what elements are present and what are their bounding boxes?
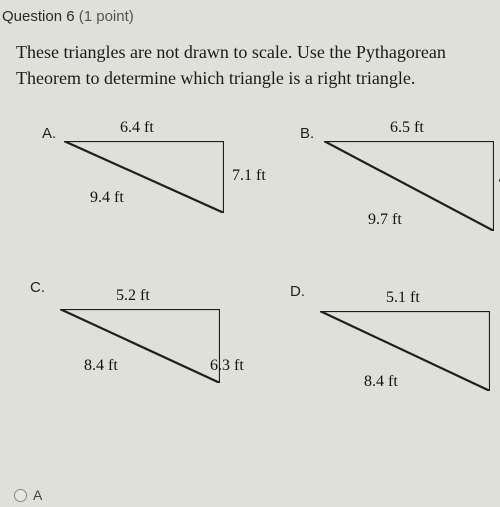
question-points: (1 point) — [79, 8, 134, 25]
choice-a-hyp-side: 9.4 ft — [90, 189, 124, 207]
choice-b-top-side: 6.5 ft — [390, 119, 424, 137]
choice-d-top-side: 5.1 ft — [386, 289, 420, 307]
prompt-line-1: These triangles are not drawn to scale. … — [16, 42, 446, 62]
page: Question 6 (1 point) These triangles are… — [0, 0, 500, 507]
choice-b-hyp-side: 9.7 ft — [368, 211, 402, 229]
choice-c-hyp-side: 8.4 ft — [84, 357, 118, 375]
choice-c-label: C. — [30, 279, 45, 296]
question-number: Question 6 — [2, 8, 75, 25]
choice-a-top-side: 6.4 ft — [120, 119, 154, 137]
choice-c-right-side: 6.3 ft — [210, 357, 244, 375]
choice-b[interactable]: B. 6.5 ft 9.7 ft 7 — [300, 119, 500, 249]
triangle-a — [64, 141, 224, 213]
triangle-d — [320, 311, 490, 391]
question-header: Question 6 (1 point) — [0, 8, 500, 25]
choice-d-hyp-side: 8.4 ft — [364, 373, 398, 391]
question-prompt: These triangles are not drawn to scale. … — [0, 39, 500, 91]
choice-c[interactable]: C. 5.2 ft 8.4 ft 6.3 ft — [30, 279, 250, 389]
radio-icon — [14, 489, 27, 502]
answer-option-a-label: A — [33, 487, 42, 503]
choice-a-label: A. — [42, 125, 56, 142]
triangle-b — [324, 141, 494, 231]
choice-a[interactable]: A. 6.4 ft 9.4 ft 7.1 ft — [42, 119, 252, 229]
answer-option-a[interactable]: A — [14, 487, 42, 503]
choices-area: A. 6.4 ft 9.4 ft 7.1 ft B. 6.5 ft 9.7 ft… — [0, 119, 500, 459]
choice-a-right-side: 7.1 ft — [232, 167, 266, 185]
choice-c-top-side: 5.2 ft — [116, 287, 150, 305]
choice-d-label: D. — [290, 283, 305, 300]
prompt-line-2: Theorem to determine which triangle is a… — [16, 68, 415, 88]
choice-b-label: B. — [300, 125, 314, 142]
choice-d[interactable]: D. 5.1 ft 8.4 ft — [290, 279, 500, 399]
